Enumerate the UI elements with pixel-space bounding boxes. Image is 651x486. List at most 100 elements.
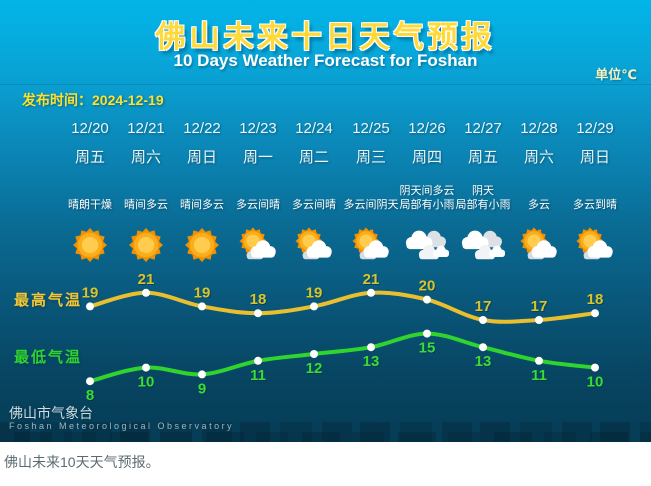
forecast-date: 12/29 bbox=[576, 120, 614, 137]
temp-label: 17 bbox=[531, 298, 548, 315]
temp-label-shadow: 19 bbox=[307, 285, 324, 302]
cloudy-icon bbox=[461, 230, 505, 260]
weather-condition-line: 晴间多云 bbox=[124, 199, 168, 211]
data-point bbox=[479, 316, 487, 324]
data-point bbox=[591, 309, 599, 318]
data-point bbox=[535, 316, 543, 324]
temp-label-shadow: 20 bbox=[420, 279, 437, 296]
forecast-weekday: 周六 bbox=[523, 149, 554, 166]
sun-cloud-icon bbox=[520, 227, 557, 260]
forecast-date: 12/25 bbox=[352, 120, 390, 137]
forecast-columns: 12/20 周五 晴朗干燥 12/21 周六 晴间多云 12/22 周日 晴间多云 12/23 周一… bbox=[56, 120, 629, 262]
temp-label: 8 bbox=[86, 387, 94, 404]
temp-label: 13 bbox=[475, 353, 492, 370]
city-skyline-silhouette-front bbox=[0, 432, 651, 442]
temp-label: 13 bbox=[363, 353, 380, 370]
temp-label-shadow: 18 bbox=[251, 292, 268, 309]
high-temp-series-label: 最高气温 bbox=[14, 292, 83, 309]
temp-label: 21 bbox=[363, 271, 380, 288]
sun-cloud-icon bbox=[576, 227, 613, 260]
forecast-weekday: 周日 bbox=[579, 149, 610, 166]
temp-label: 15 bbox=[419, 340, 436, 357]
temp-label-shadow: 21 bbox=[364, 272, 381, 289]
sunny-icon bbox=[185, 228, 219, 262]
data-point bbox=[310, 350, 318, 358]
temp-label: 9 bbox=[198, 380, 206, 397]
temp-label: 18 bbox=[250, 291, 267, 308]
forecast-weekday: 周二 bbox=[298, 149, 329, 166]
temp-label-shadow: 9 bbox=[199, 381, 207, 398]
temp-label-shadow: 8 bbox=[87, 388, 95, 405]
sunny-icon bbox=[129, 228, 163, 262]
weather-condition-line: 阴天间多云 bbox=[399, 185, 455, 197]
data-point bbox=[367, 288, 375, 297]
temp-label-shadow: 19 bbox=[195, 285, 212, 302]
temp-label-shadow: 13 bbox=[476, 354, 493, 371]
forecast-date: 12/24 bbox=[295, 120, 333, 137]
temp-label: 10 bbox=[587, 374, 604, 391]
image-caption: 佛山未来10天天气预报。 bbox=[4, 454, 160, 470]
temp-label-shadow: 15 bbox=[420, 341, 437, 358]
temp-label-shadow: 13 bbox=[364, 354, 381, 371]
forecast-weekday: 周三 bbox=[355, 149, 386, 166]
data-point bbox=[423, 295, 431, 304]
data-point bbox=[142, 363, 150, 372]
weather-condition: 阴天间多云 局部有小雨 bbox=[393, 182, 461, 212]
data-point bbox=[423, 329, 431, 338]
sun-cloud-icon bbox=[239, 227, 276, 260]
data-point bbox=[142, 288, 150, 297]
weather-condition: 多云间阴天 bbox=[337, 182, 405, 212]
weather-condition-line: 多云间晴 bbox=[236, 199, 280, 211]
temp-label: 20 bbox=[419, 278, 436, 295]
weather-condition-line: 晴间多云 bbox=[180, 199, 224, 211]
weather-condition: 阴天 局部有小雨 bbox=[449, 182, 517, 212]
sunny-icon bbox=[73, 228, 107, 262]
data-point bbox=[198, 370, 206, 379]
data-point bbox=[198, 302, 206, 311]
temp-label: 19 bbox=[306, 284, 323, 301]
data-point bbox=[86, 377, 94, 386]
cloudy-icon bbox=[405, 230, 449, 260]
data-point bbox=[535, 356, 543, 365]
weather-condition: 多云到晴 bbox=[561, 182, 629, 212]
temp-label-shadow: 17 bbox=[532, 299, 549, 316]
temp-label: 21 bbox=[138, 271, 155, 288]
temp-label: 18 bbox=[587, 291, 604, 308]
issue-datetime: 发布时间：2024-12-19 bbox=[22, 92, 164, 108]
temp-label-shadow: 19 bbox=[83, 285, 100, 302]
temp-label-shadow: 17 bbox=[476, 299, 493, 316]
weather-condition: 晴朗干燥 bbox=[56, 182, 124, 212]
data-point bbox=[591, 363, 599, 372]
temp-label: 11 bbox=[531, 367, 547, 384]
sun-cloud-icon bbox=[352, 227, 389, 260]
low-temp-series-label: 最低气温 bbox=[14, 349, 83, 366]
weather-condition-line: 局部有小雨 bbox=[455, 199, 511, 211]
temp-label-shadow: 12 bbox=[307, 361, 324, 378]
weather-condition: 晴间多云 bbox=[168, 182, 236, 212]
temp-label: 17 bbox=[475, 298, 492, 315]
data-point bbox=[254, 309, 262, 318]
forecast-weekday: 周六 bbox=[130, 149, 161, 166]
page-subtitle: 10 Days Weather Forecast for Foshan bbox=[173, 51, 478, 70]
agency-name-cn: 佛山市气象台 bbox=[9, 405, 93, 421]
temp-label-shadow: 10 bbox=[588, 375, 605, 392]
temp-label: 19 bbox=[82, 284, 99, 301]
forecast-weekday: 周五 bbox=[467, 149, 498, 166]
page-title: 佛山未来十日天气预报 bbox=[155, 21, 496, 54]
temp-label-shadow: 18 bbox=[588, 292, 605, 309]
forecast-date: 12/22 bbox=[183, 120, 221, 137]
temp-label-shadow: 11 bbox=[251, 368, 267, 385]
data-point bbox=[254, 356, 262, 365]
temp-label: 12 bbox=[306, 360, 323, 377]
forecast-weekday: 周四 bbox=[411, 149, 442, 166]
forecast-date: 12/26 bbox=[408, 120, 446, 137]
data-point bbox=[479, 343, 487, 352]
forecast-date: 12/21 bbox=[127, 120, 165, 137]
forecast-weekday: 周一 bbox=[242, 149, 273, 166]
city-skyline-silhouette bbox=[0, 422, 651, 442]
agency-name-en: Foshan Meteorological Observatory bbox=[9, 421, 235, 431]
